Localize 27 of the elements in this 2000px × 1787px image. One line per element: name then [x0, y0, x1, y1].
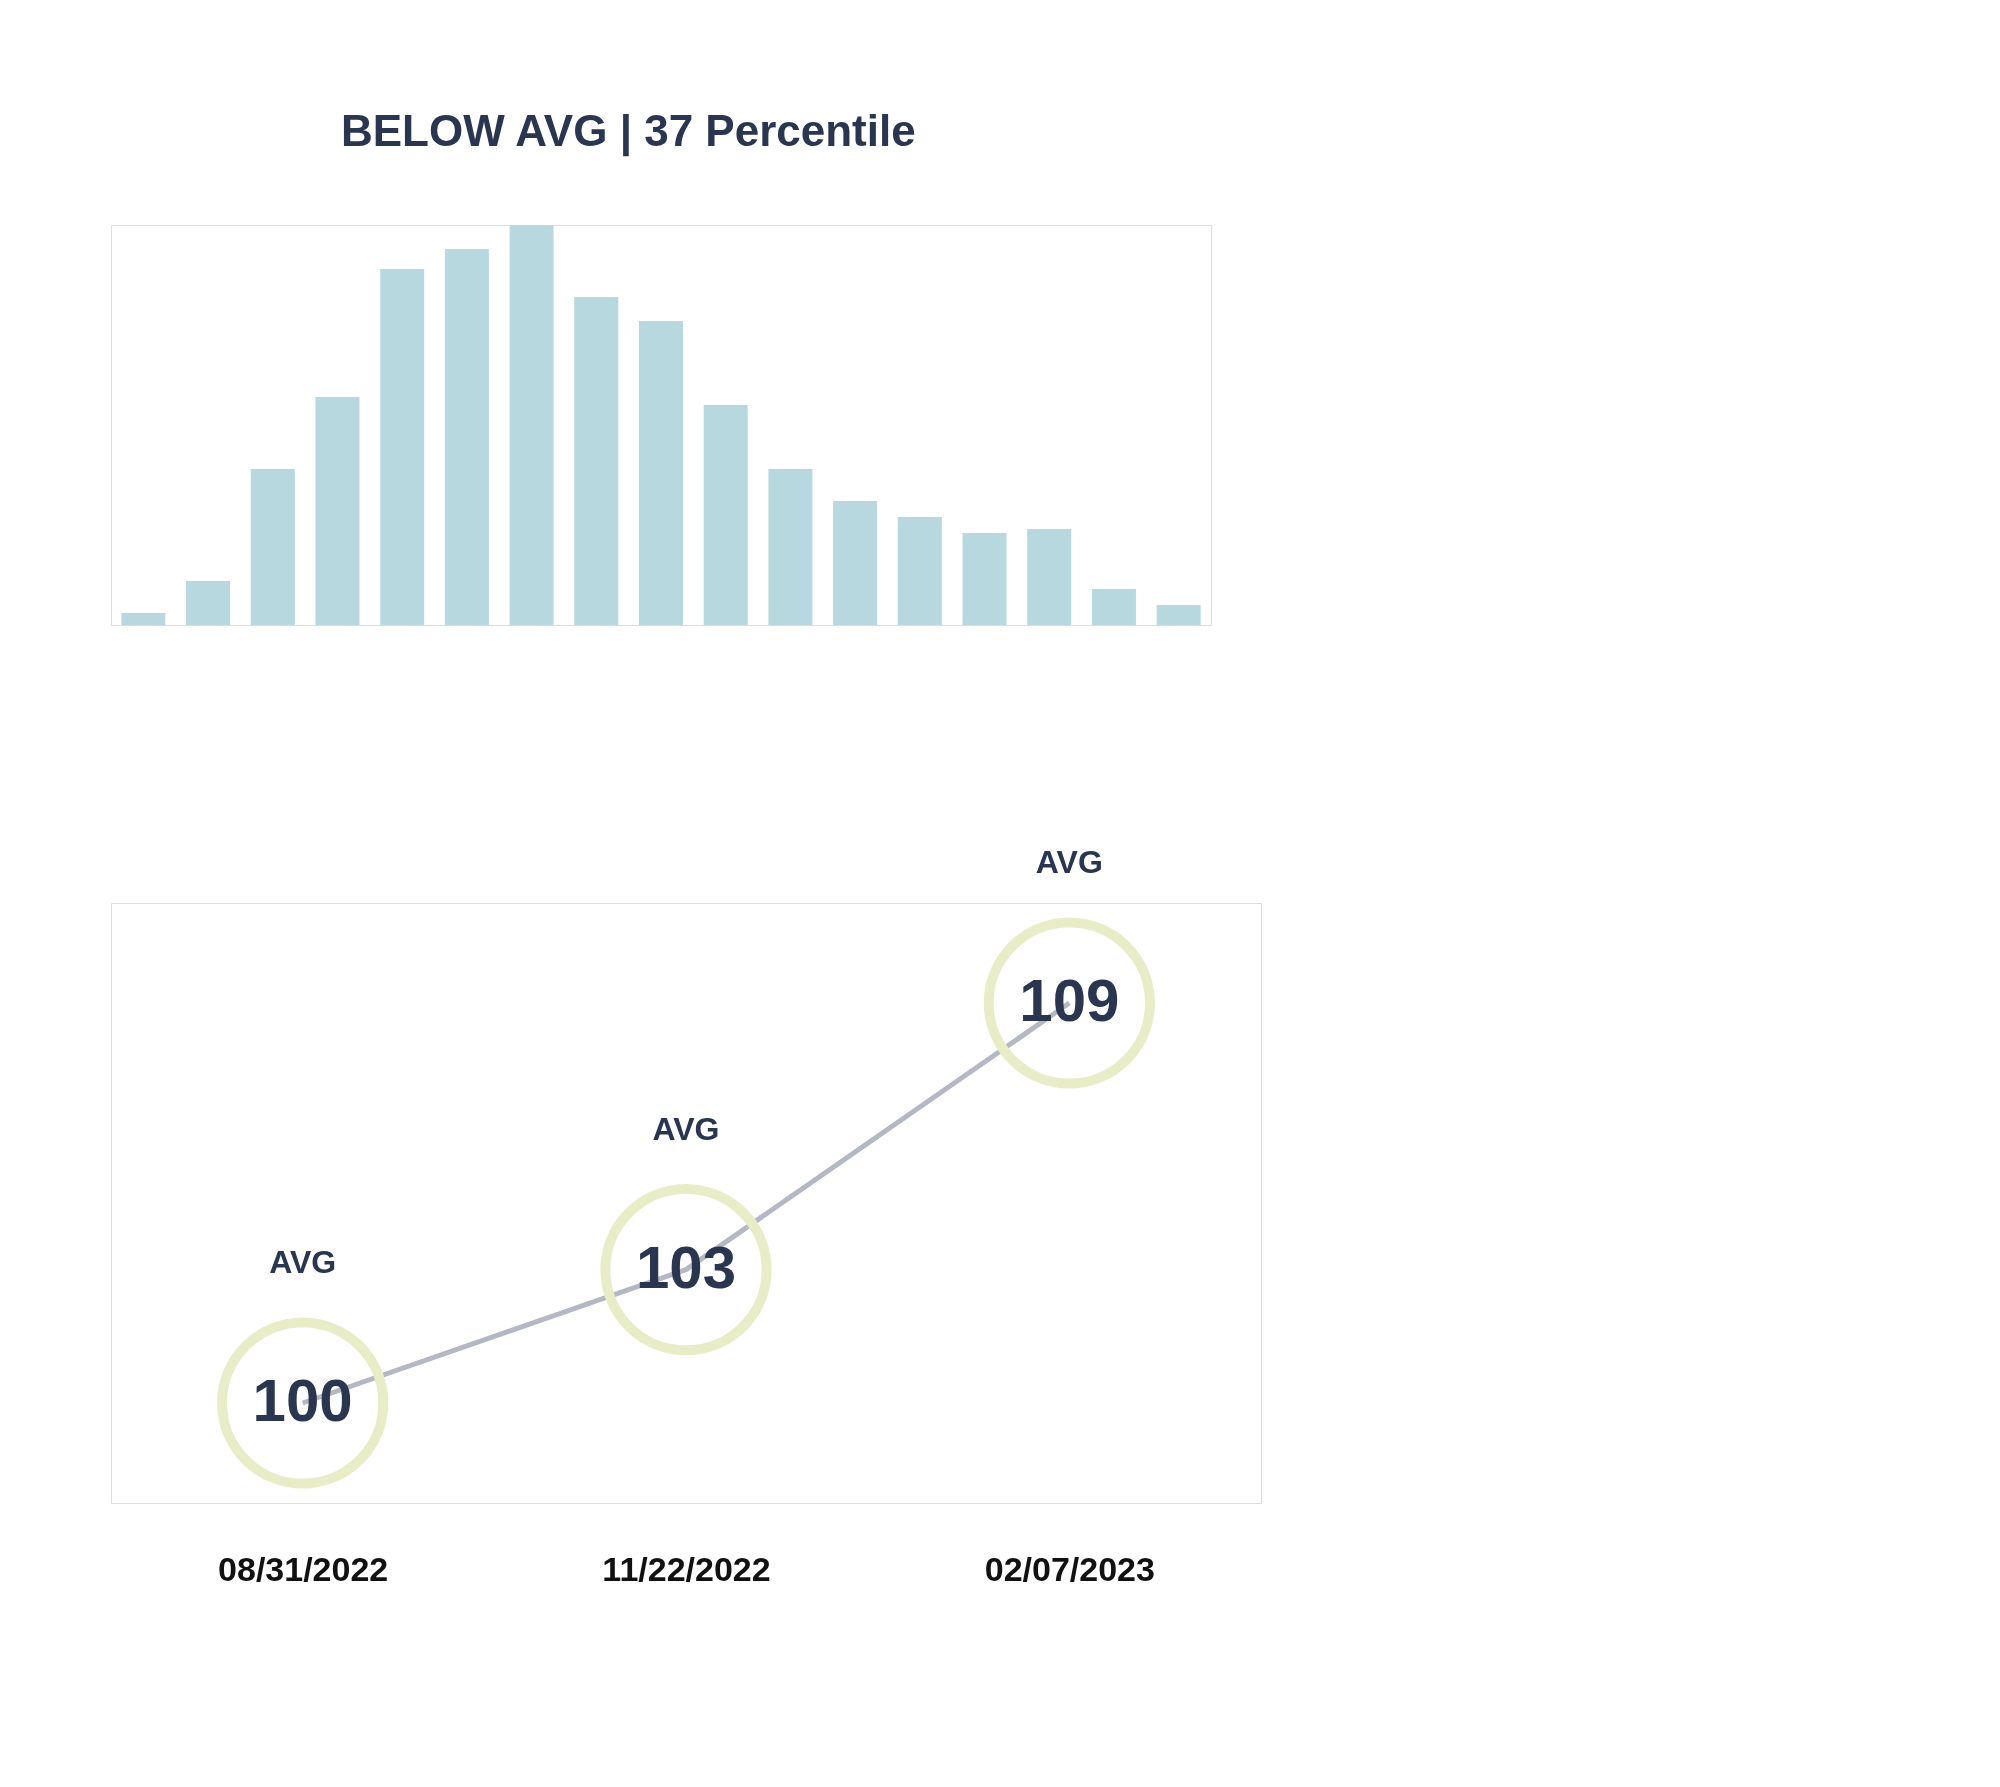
- x-tick-label: 02/07/2023: [984, 1549, 1155, 1588]
- bar: [1091, 589, 1136, 625]
- bar: [768, 469, 813, 625]
- x-tick-label: 11/22/2022: [602, 1549, 771, 1588]
- bar: [315, 397, 360, 625]
- annotation: AVG: [269, 1244, 337, 1280]
- bar: [639, 321, 683, 625]
- text: AVG: [1035, 844, 1103, 880]
- bar: [186, 581, 231, 625]
- bar: [121, 613, 166, 625]
- bar: [250, 469, 295, 625]
- bar: [703, 405, 748, 625]
- bar: [380, 269, 425, 625]
- bar: [574, 297, 619, 625]
- text: BELOW AVG | 37 Percentile: [341, 106, 916, 157]
- bar: [833, 501, 878, 625]
- bar: [509, 225, 554, 625]
- bar: [1156, 605, 1201, 625]
- data-label: 103: [635, 1233, 737, 1301]
- annotation: AVG: [652, 1110, 720, 1147]
- x-tick-label: 08/31/2022: [218, 1549, 389, 1588]
- data-label: 109: [1019, 967, 1120, 1034]
- bar: [1027, 529, 1072, 625]
- bar: [444, 249, 489, 625]
- data-label: 100: [252, 1367, 353, 1434]
- bar: [962, 533, 1007, 625]
- bar: [897, 517, 942, 625]
